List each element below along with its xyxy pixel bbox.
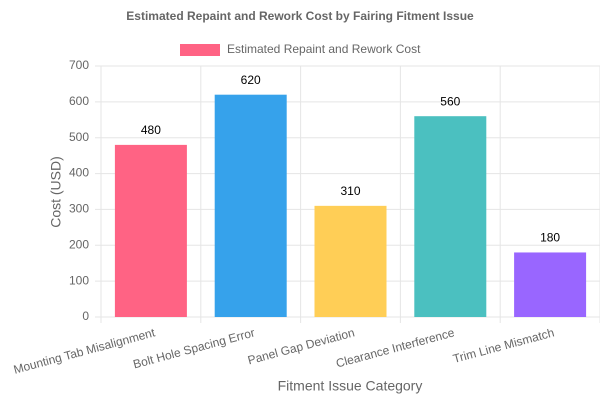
y-tick-label: 100 [69, 273, 89, 287]
y-tick-label: 600 [69, 94, 89, 108]
data-label: 310 [340, 184, 360, 198]
y-tick-label: 300 [69, 202, 89, 216]
legend-swatch [180, 44, 220, 56]
y-tick-label: 200 [69, 237, 89, 251]
data-label: 620 [241, 73, 261, 87]
x-tick-label: Trim Line Mismatch [451, 325, 555, 366]
legend-label: Estimated Repaint and Rework Cost [227, 42, 421, 56]
y-tick-label: 400 [69, 166, 89, 180]
y-tick-label: 0 [82, 309, 89, 323]
data-label: 560 [440, 94, 460, 108]
data-label: 180 [540, 231, 560, 245]
bar [314, 205, 387, 317]
x-axis-title: Fitment Issue Category [278, 378, 423, 394]
chart-title: Estimated Repaint and Rework Cost by Fai… [126, 9, 474, 23]
bar [514, 252, 587, 317]
bar [114, 144, 187, 317]
y-tick-label: 500 [69, 130, 89, 144]
bar [414, 116, 487, 317]
y-tick-label: 700 [69, 58, 89, 72]
y-axis-title: Cost (USD) [48, 156, 64, 228]
data-label: 480 [141, 123, 161, 137]
bar [214, 94, 287, 317]
